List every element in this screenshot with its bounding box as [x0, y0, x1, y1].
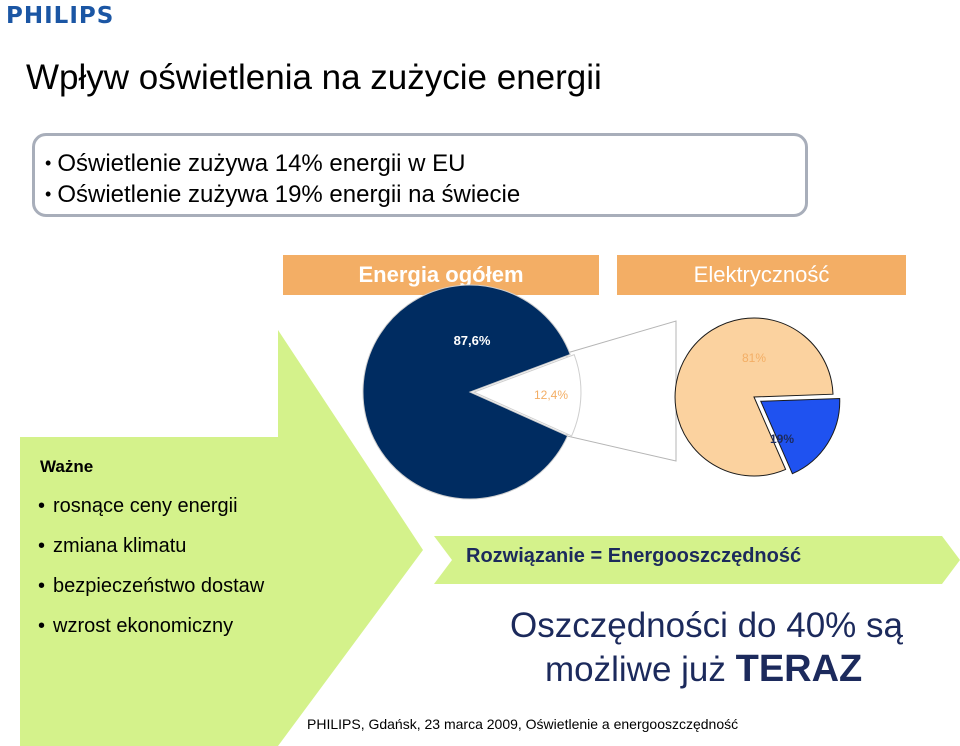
pie1-label-majority: 87,6%	[454, 333, 491, 348]
savings-prefix: możliwe już	[545, 650, 736, 689]
savings-emphasis: TERAZ	[735, 648, 863, 690]
chart-header-electricity: Elektryczność	[617, 255, 906, 295]
footer-text: PHILIPS, Gdańsk, 23 marca 2009, Oświetle…	[307, 716, 739, 732]
fact-item: Oświetlenie zużywa 14% energii w EU	[45, 149, 520, 180]
reason-item: rosnące ceny energii	[38, 494, 264, 534]
pie1-slice-1	[472, 354, 582, 437]
reasons-list: rosnące ceny energii zmiana klimatu bezp…	[38, 494, 264, 654]
slide-title: Wpływ oświetlenia na zużycie energii	[26, 58, 602, 97]
solution-text: Rozwiązanie = Energooszczędność	[466, 545, 802, 567]
reason-item: wzrost ekonomiczny	[38, 614, 264, 654]
solution-banner	[434, 536, 960, 584]
chart-header-total-energy: Energia ogółem	[283, 255, 599, 295]
savings-line-1: Oszczędności do 40% są	[510, 606, 903, 645]
fact-item: Oświetlenie zużywa 19% energii na świeci…	[45, 180, 520, 211]
pie2-slice-1	[760, 397, 841, 475]
pie2-label-majority: 81%	[742, 351, 766, 365]
savings-line-2: możliwe już TERAZ	[545, 648, 862, 691]
pie-chart-total-energy	[362, 284, 582, 500]
important-heading: Ważne	[40, 457, 94, 476]
philips-logo: PHILIPS	[6, 3, 115, 29]
pie-chart-electricity	[674, 317, 841, 477]
pie2-slice-0	[674, 317, 834, 477]
facts-box: Oświetlenie zużywa 14% energii w EU Oświ…	[32, 133, 808, 217]
pie1-label-lighting: 12,4%	[534, 388, 568, 402]
reason-item: bezpieczeństwo dostaw	[38, 574, 264, 614]
connector-lines	[566, 320, 677, 462]
pie2-label-lighting: 19%	[770, 432, 794, 446]
reason-item: zmiana klimatu	[38, 534, 264, 574]
facts-list: Oświetlenie zużywa 14% energii w EU Oświ…	[45, 149, 520, 211]
pie1-slice-0	[362, 284, 571, 500]
